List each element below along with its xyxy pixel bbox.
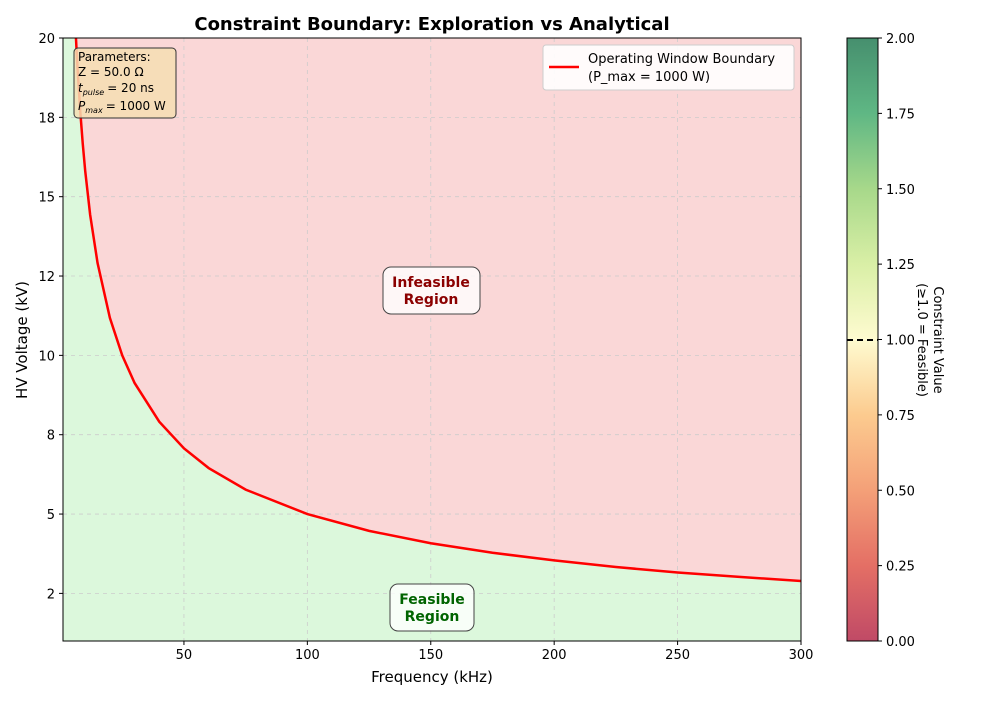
colorbar-tick-label: 0.50 <box>886 484 915 499</box>
legend-label: Operating Window Boundary <box>588 52 775 67</box>
y-tick-label: 10 <box>38 349 55 364</box>
colorbar-tick-label: 2.00 <box>886 32 915 47</box>
colorbar: 0.00 0.25 0.50 0.75 1.00 1.25 1.50 1.75 2.00 Con… <box>846 32 945 650</box>
y-tick-label: 20 <box>38 32 55 47</box>
svg-text:Infeasible: Infeasible <box>392 275 470 291</box>
colorbar-tick-label: 1.00 <box>886 334 915 349</box>
x-tick-label: 250 <box>665 648 690 663</box>
y-tick-label: 15 <box>38 191 55 206</box>
svg-text:Region: Region <box>404 292 459 308</box>
x-tick-label: 100 <box>295 648 320 663</box>
x-tick-label: 50 <box>176 648 193 663</box>
y-tick-label: 5 <box>47 508 55 523</box>
x-tick-label: 200 <box>542 648 567 663</box>
chart-title: Constraint Boundary: Exploration vs Anal… <box>194 14 669 35</box>
colorbar-tick-label: 1.75 <box>886 107 915 122</box>
y-axis-label: HV Voltage (kV) <box>13 281 31 399</box>
x-tick-label: 150 <box>418 648 443 663</box>
legend-label-suffix: (P_max = 1000 W) <box>588 70 710 85</box>
feasible-region-fill <box>63 38 801 641</box>
x-tick-label: 300 <box>789 648 814 663</box>
plot-frame <box>62 37 802 642</box>
legend: Operating Window Boundary (P_max = 1000 … <box>542 44 795 91</box>
y-tick-label: 8 <box>47 429 55 444</box>
svg-text:Region: Region <box>405 609 460 625</box>
parameter-z: Z = 50.0 Ω <box>78 65 144 79</box>
parameters-box: Parameters: Z = 50.0 Ω tpulse = 20 ns Pma… <box>73 47 177 119</box>
y-tick-label: 12 <box>38 270 55 285</box>
y-tick-label: 2 <box>47 587 55 602</box>
colorbar-tick-label: 1.25 <box>886 258 915 273</box>
colorbar-tick-label: 0.75 <box>886 409 915 424</box>
colorbar-label: Constraint Value <box>930 286 945 393</box>
parameter-t-pulse: tpulse = 20 ns <box>78 81 154 97</box>
x-axis-label: Frequency (kHz) <box>371 668 493 686</box>
colorbar-tick-label: 0.25 <box>886 560 915 575</box>
feasible-region-label: Feasible Region <box>389 583 475 632</box>
svg-text:Feasible: Feasible <box>399 592 464 608</box>
colorbar-label-sub: (≥1.0 = Feasible) <box>914 283 929 397</box>
y-tick-label: 18 <box>38 111 55 126</box>
colorbar-tick-label: 0.00 <box>886 635 915 650</box>
series-line-operating-window-boundary <box>74 38 801 583</box>
parameter-p-max: Pmax = 1000 W <box>78 99 166 115</box>
infeasible-region-label: Infeasible Region <box>382 266 481 315</box>
colorbar-tick-label: 1.50 <box>886 183 915 198</box>
parameters-title: Parameters: <box>78 50 151 64</box>
